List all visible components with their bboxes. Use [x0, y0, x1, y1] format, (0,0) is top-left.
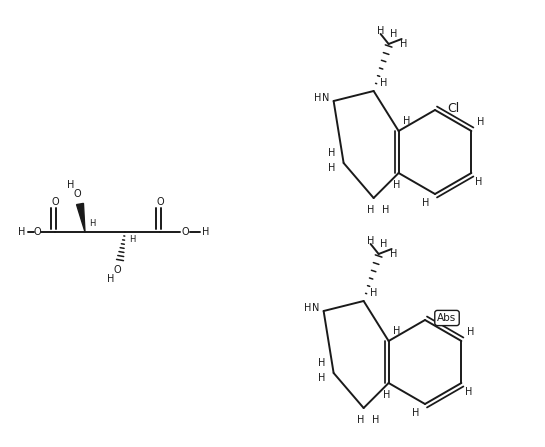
- Text: H: H: [328, 148, 335, 158]
- Text: O: O: [156, 197, 164, 207]
- Text: H: H: [328, 163, 335, 173]
- Text: H: H: [357, 415, 364, 425]
- Text: Cl: Cl: [447, 101, 459, 114]
- Text: H: H: [367, 205, 374, 215]
- Polygon shape: [76, 203, 85, 232]
- Text: O: O: [73, 189, 81, 199]
- Text: H: H: [422, 198, 429, 208]
- Text: H: H: [383, 390, 390, 400]
- Text: H: H: [202, 227, 210, 237]
- Text: H: H: [403, 116, 410, 126]
- Text: H: H: [467, 327, 474, 337]
- Text: H: H: [400, 39, 407, 49]
- Text: Abs: Abs: [438, 313, 457, 323]
- Text: H: H: [413, 408, 420, 418]
- Text: H: H: [390, 29, 397, 39]
- Text: H: H: [318, 358, 325, 368]
- Text: H: H: [372, 415, 379, 425]
- Text: H: H: [393, 180, 401, 190]
- Text: H: H: [377, 26, 384, 36]
- Text: H: H: [370, 288, 377, 298]
- Text: H: H: [367, 236, 374, 246]
- Text: H: H: [382, 205, 389, 215]
- Text: H: H: [107, 274, 114, 284]
- Text: H: H: [318, 373, 325, 383]
- Text: H: H: [393, 326, 401, 336]
- Text: O: O: [181, 227, 189, 237]
- Text: H: H: [68, 180, 75, 190]
- Text: O: O: [113, 265, 121, 275]
- Text: H: H: [89, 219, 95, 228]
- Text: H: H: [475, 177, 482, 187]
- Text: H: H: [380, 78, 387, 88]
- Text: H: H: [304, 303, 311, 313]
- Text: H: H: [129, 236, 135, 245]
- Text: H: H: [477, 117, 484, 127]
- Text: H: H: [19, 227, 26, 237]
- Text: H: H: [465, 387, 472, 397]
- Text: N: N: [322, 93, 329, 103]
- Text: N: N: [312, 303, 319, 313]
- Text: O: O: [33, 227, 41, 237]
- Text: O: O: [51, 197, 59, 207]
- Text: H: H: [380, 239, 387, 249]
- Text: H: H: [390, 249, 397, 259]
- Text: H: H: [314, 93, 322, 103]
